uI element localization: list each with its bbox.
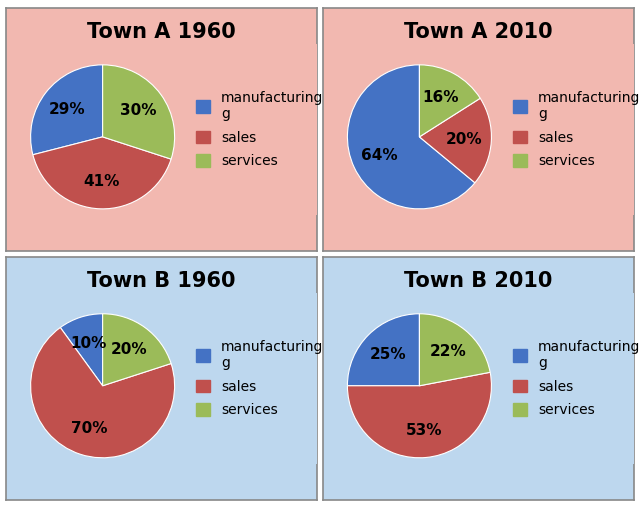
Wedge shape [419, 65, 480, 137]
Wedge shape [33, 137, 171, 209]
Text: 29%: 29% [49, 102, 86, 117]
Text: 25%: 25% [369, 346, 406, 362]
Text: Town A 1960: Town A 1960 [87, 22, 236, 42]
Text: 53%: 53% [405, 423, 442, 438]
Legend: manufacturing
g, sales, services: manufacturing g, sales, services [193, 88, 326, 171]
Wedge shape [348, 65, 475, 209]
Wedge shape [102, 65, 175, 159]
Text: Town B 1960: Town B 1960 [87, 271, 236, 291]
Text: 20%: 20% [111, 342, 147, 357]
Text: Town A 2010: Town A 2010 [404, 22, 553, 42]
Wedge shape [348, 372, 492, 458]
Wedge shape [102, 314, 171, 386]
Text: 41%: 41% [83, 174, 120, 189]
Legend: manufacturing
g, sales, services: manufacturing g, sales, services [193, 337, 326, 420]
Legend: manufacturing
g, sales, services: manufacturing g, sales, services [510, 337, 640, 420]
Wedge shape [31, 328, 175, 458]
Wedge shape [419, 314, 490, 386]
Text: Town B 2010: Town B 2010 [404, 271, 552, 291]
Text: 22%: 22% [429, 344, 467, 359]
Wedge shape [419, 98, 492, 183]
Text: 70%: 70% [70, 421, 107, 436]
Legend: manufacturing
g, sales, services: manufacturing g, sales, services [510, 88, 640, 171]
Text: 64%: 64% [361, 148, 397, 164]
Wedge shape [31, 65, 102, 155]
Text: 16%: 16% [422, 90, 459, 105]
Text: 20%: 20% [445, 132, 483, 147]
Wedge shape [60, 314, 102, 386]
Text: 30%: 30% [120, 103, 157, 118]
Text: 10%: 10% [70, 336, 107, 351]
Wedge shape [348, 314, 419, 386]
